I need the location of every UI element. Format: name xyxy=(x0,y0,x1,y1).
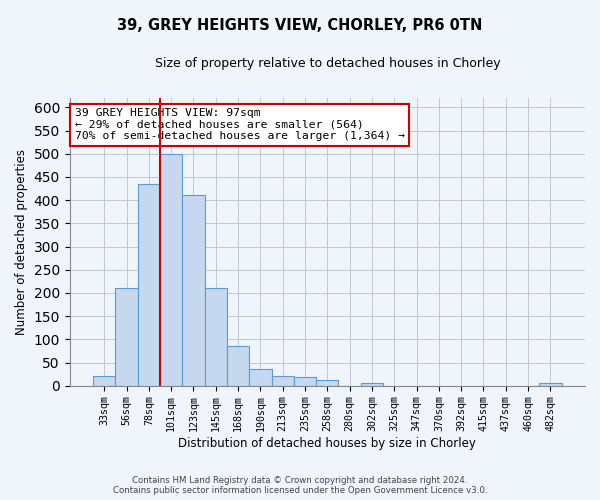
Bar xyxy=(316,380,338,386)
Bar xyxy=(182,196,205,386)
Y-axis label: Number of detached properties: Number of detached properties xyxy=(15,149,28,335)
Text: 39, GREY HEIGHTS VIEW, CHORLEY, PR6 0TN: 39, GREY HEIGHTS VIEW, CHORLEY, PR6 0TN xyxy=(118,18,482,32)
Bar xyxy=(272,376,294,386)
Text: 39 GREY HEIGHTS VIEW: 97sqm
← 29% of detached houses are smaller (564)
70% of se: 39 GREY HEIGHTS VIEW: 97sqm ← 29% of det… xyxy=(75,108,405,142)
Bar xyxy=(115,288,137,386)
Bar xyxy=(205,288,227,386)
Bar xyxy=(137,184,160,386)
Bar xyxy=(160,154,182,386)
Bar xyxy=(539,384,562,386)
Bar xyxy=(294,378,316,386)
Text: Contains HM Land Registry data © Crown copyright and database right 2024.
Contai: Contains HM Land Registry data © Crown c… xyxy=(113,476,487,495)
Title: Size of property relative to detached houses in Chorley: Size of property relative to detached ho… xyxy=(155,58,500,70)
Bar xyxy=(93,376,115,386)
X-axis label: Distribution of detached houses by size in Chorley: Distribution of detached houses by size … xyxy=(178,437,476,450)
Bar xyxy=(249,370,272,386)
Bar xyxy=(361,384,383,386)
Bar xyxy=(227,346,249,386)
